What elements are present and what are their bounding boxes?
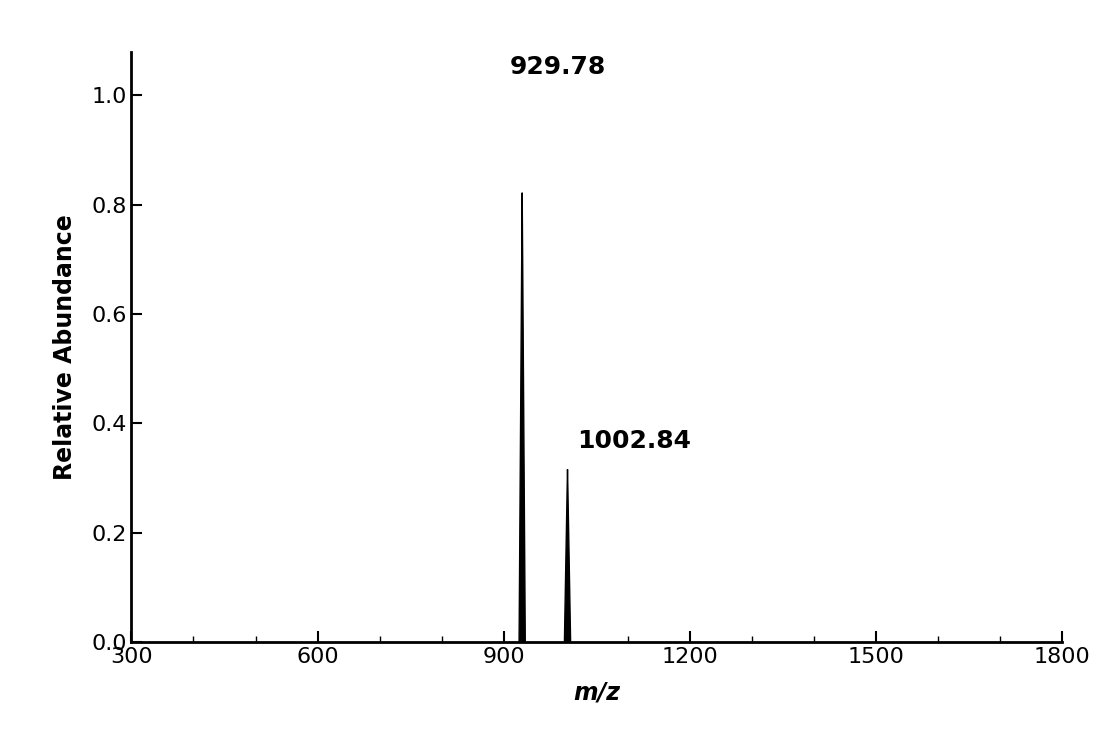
Polygon shape — [519, 193, 526, 642]
X-axis label: m/z: m/z — [574, 681, 620, 705]
Y-axis label: Relative Abundance: Relative Abundance — [54, 214, 77, 480]
Polygon shape — [564, 469, 570, 642]
Text: 1002.84: 1002.84 — [577, 430, 691, 453]
Text: 929.78: 929.78 — [510, 55, 607, 79]
